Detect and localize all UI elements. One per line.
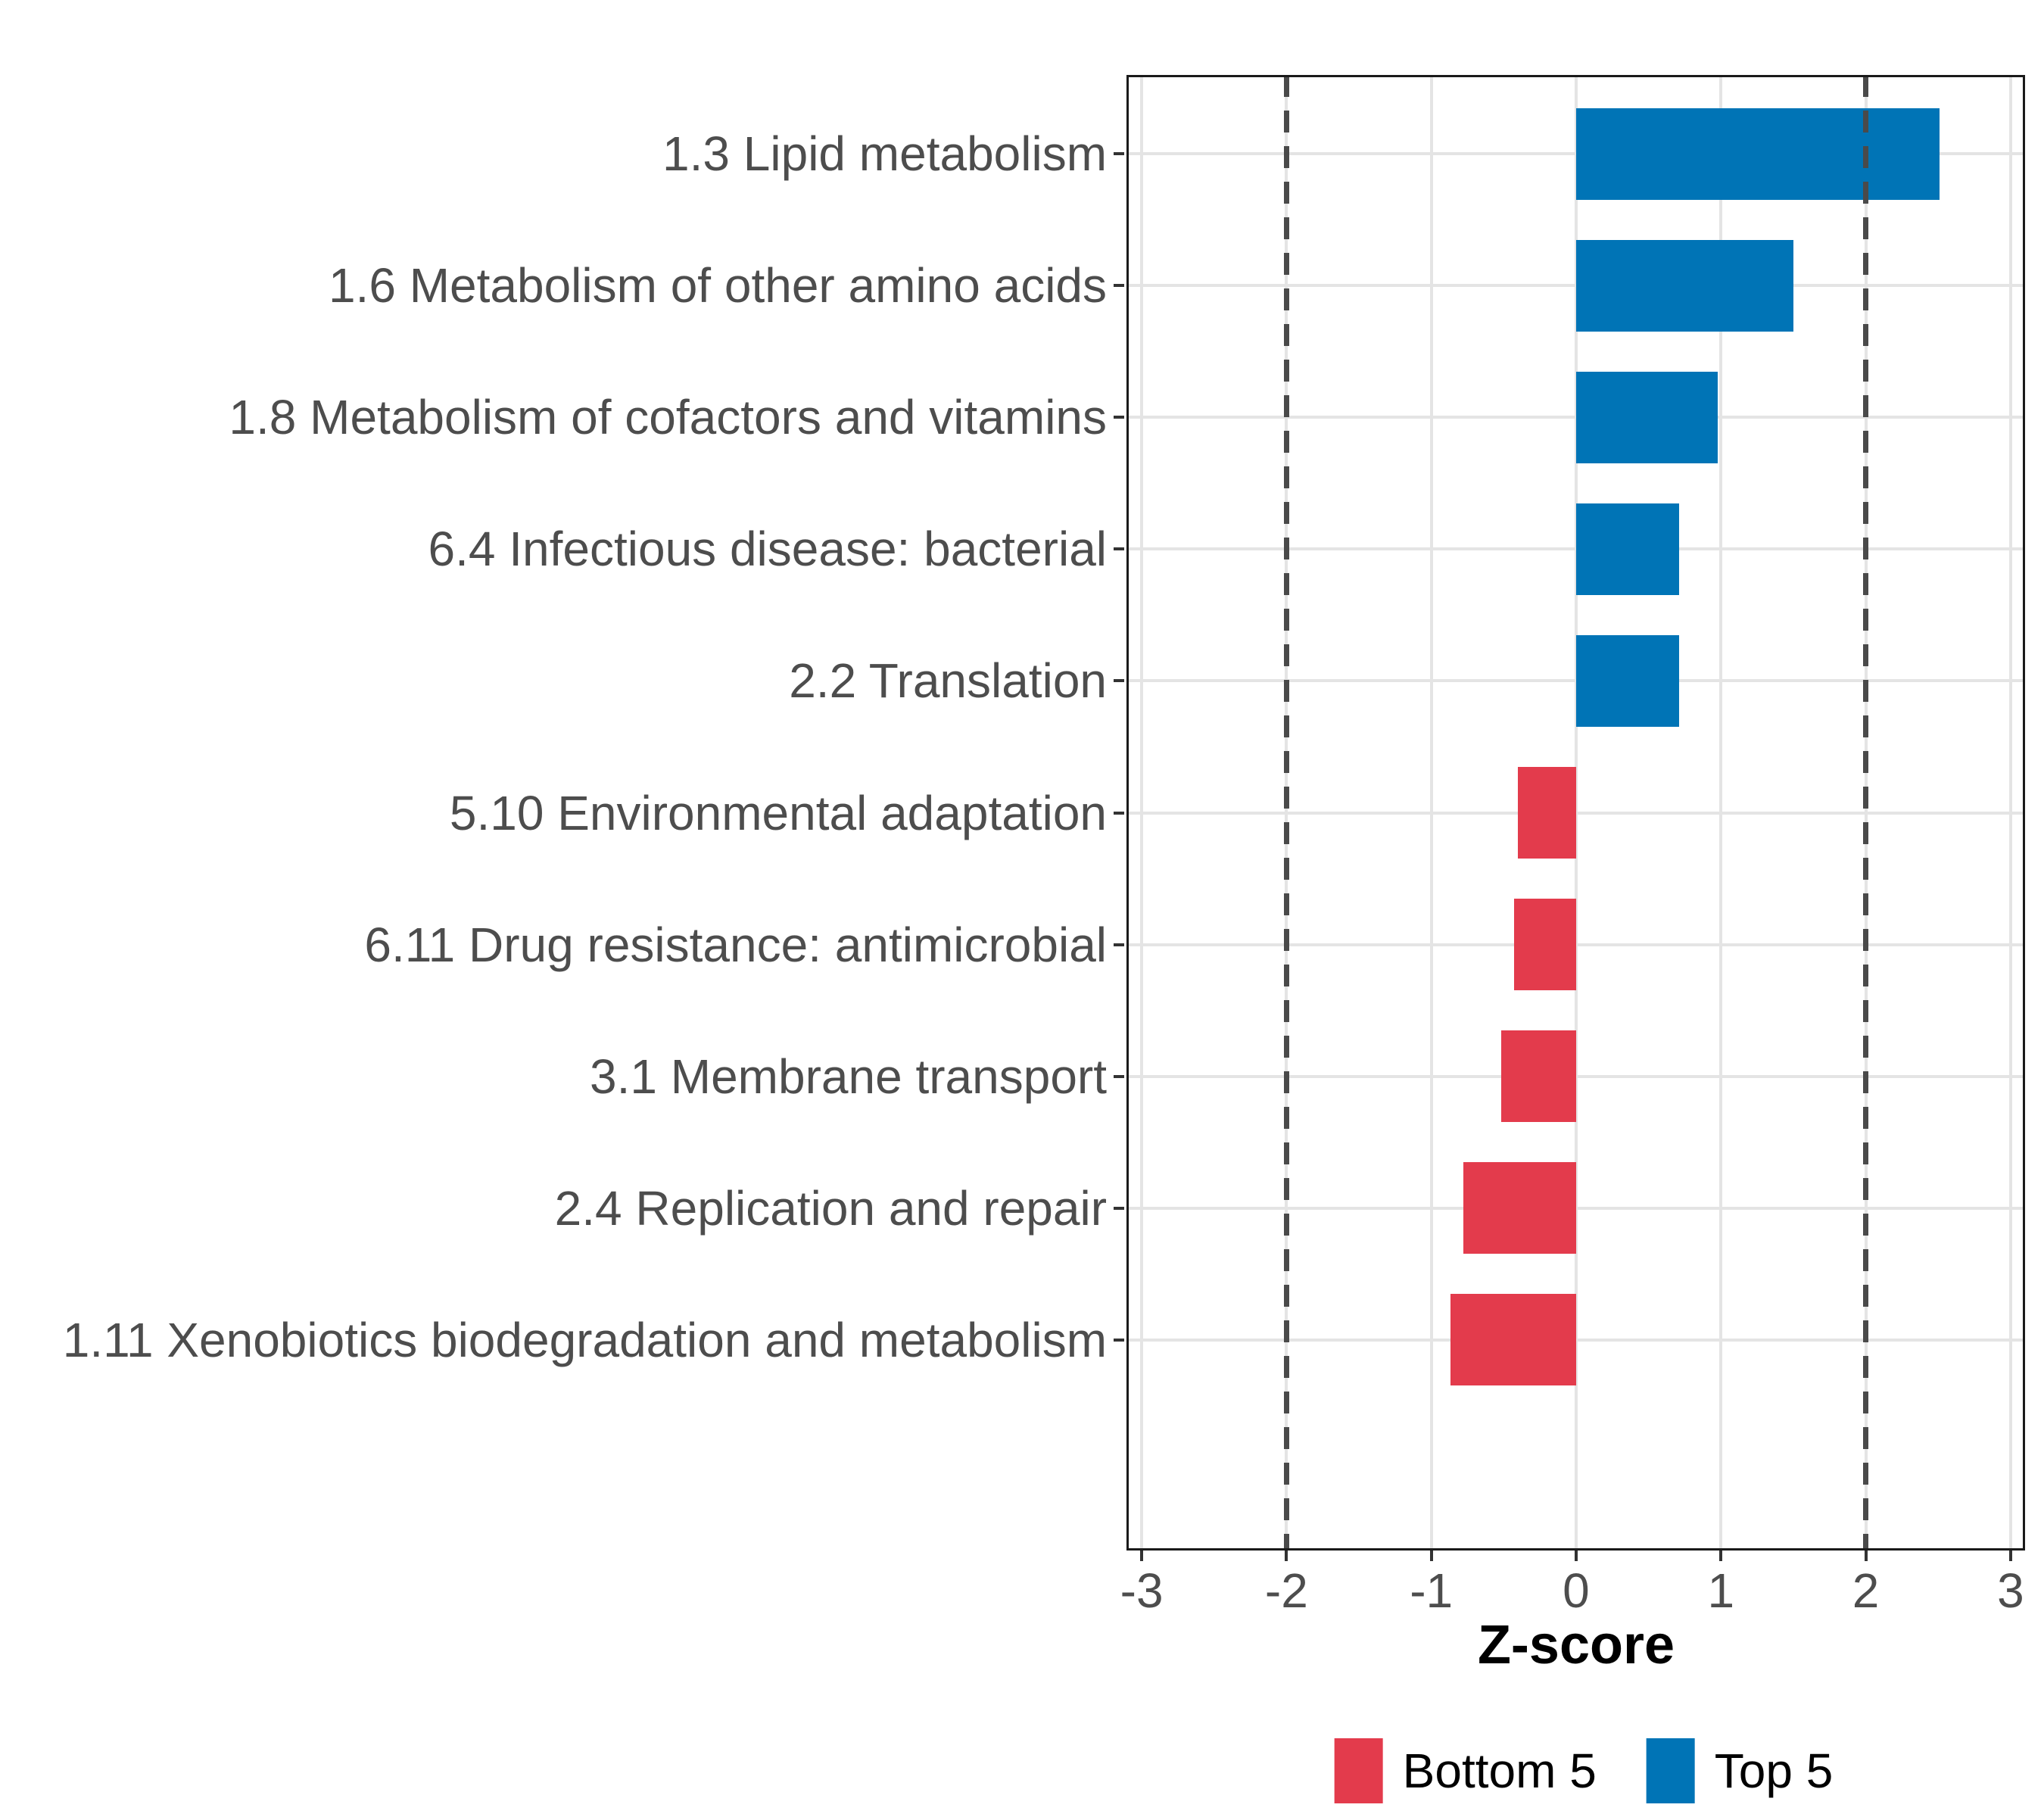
x-tick-mark: [1574, 1551, 1578, 1561]
y-category-label: 1.3 Lipid metabolism: [662, 126, 1107, 182]
x-tick-mark: [1719, 1551, 1723, 1561]
y-category-label: 2.4 Replication and repair: [554, 1180, 1107, 1236]
y-tick-mark: [1114, 152, 1124, 156]
y-tick-mark: [1114, 811, 1124, 815]
x-tick-mark: [1285, 1551, 1288, 1561]
y-category-label: 1.8 Metabolism of cofactors and vitamins: [229, 390, 1107, 445]
y-tick-mark: [1114, 547, 1124, 551]
bar-bottom5: [1518, 766, 1576, 859]
x-tick-label: 1: [1707, 1563, 1735, 1618]
reference-line: [1863, 75, 1869, 1551]
legend: Bottom 5 Top 5: [1334, 1738, 1834, 1803]
bar-bottom5: [1513, 898, 1576, 991]
y-gridline: [1126, 152, 2025, 156]
x-tick-mark: [1140, 1551, 1144, 1561]
y-gridline: [1126, 679, 2025, 683]
x-tick-mark: [1864, 1551, 1868, 1561]
y-category-label: 1.11 Xenobiotics biodegradation and meta…: [62, 1312, 1107, 1367]
y-category-label: 1.6 Metabolism of other amino acids: [328, 258, 1107, 313]
y-category-label: 2.2 Translation: [789, 653, 1107, 709]
reference-line: [1283, 75, 1289, 1551]
legend-key-top-5: [1646, 1738, 1695, 1803]
legend-label-bottom-5: Bottom 5: [1402, 1744, 1597, 1798]
y-gridline: [1126, 284, 2025, 288]
bar-top5: [1575, 239, 1793, 332]
y-tick-mark: [1114, 1206, 1124, 1210]
x-tick-label: -1: [1410, 1563, 1454, 1618]
x-tick-label: 3: [1997, 1563, 2024, 1618]
x-tick-mark: [1429, 1551, 1433, 1561]
x-tick-label: 0: [1563, 1563, 1590, 1618]
bar-top5: [1575, 503, 1679, 596]
y-tick-mark: [1114, 679, 1124, 683]
bar-top5: [1575, 634, 1679, 728]
y-tick-mark: [1114, 1338, 1124, 1342]
x-tick-label: -3: [1120, 1563, 1164, 1618]
y-tick-mark: [1114, 1074, 1124, 1078]
x-axis-title: Z-score: [1477, 1615, 1675, 1675]
x-tick-label: -2: [1264, 1563, 1308, 1618]
x-tick-label: 2: [1852, 1563, 1880, 1618]
y-gridline: [1126, 547, 2025, 551]
plot-panel: [1114, 75, 2025, 1561]
y-tick-mark: [1114, 284, 1124, 288]
y-category-label: 6.4 Infectious disease: bacterial: [428, 522, 1107, 577]
y-tick-mark: [1114, 416, 1124, 419]
y-category-label: 3.1 Membrane transport: [590, 1049, 1107, 1104]
y-gridline: [1126, 416, 2025, 419]
x-tick-mark: [2008, 1551, 2012, 1561]
legend-key-bottom-5: [1334, 1738, 1383, 1803]
y-category-label: 6.11 Drug resistance: antimicrobial: [364, 917, 1107, 972]
y-category-label: 5.10 Environmental adaptation: [449, 785, 1107, 840]
bar-top5: [1575, 108, 1940, 201]
bar-bottom5: [1463, 1161, 1576, 1254]
bar-bottom5: [1450, 1293, 1576, 1386]
legend-label-top-5: Top 5: [1714, 1744, 1834, 1798]
bar-bottom5: [1500, 1030, 1576, 1123]
bar-top5: [1575, 371, 1718, 464]
y-tick-mark: [1114, 943, 1124, 946]
